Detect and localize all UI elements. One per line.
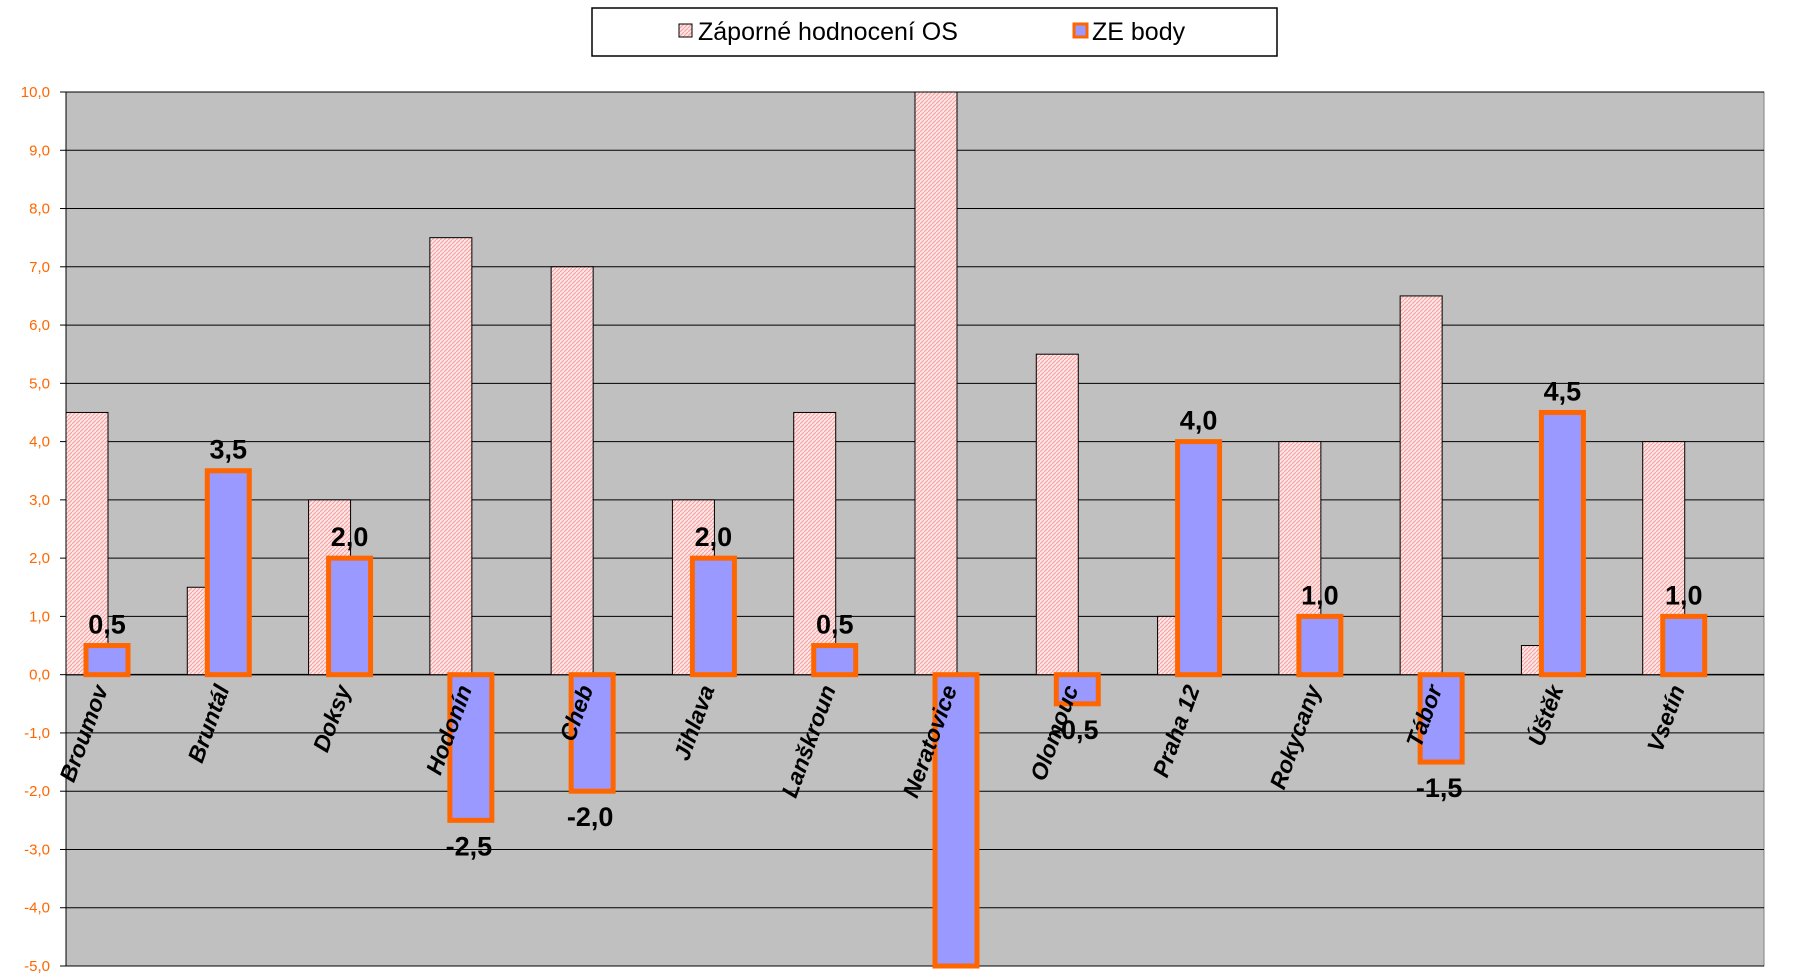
legend-swatch-series-1 [678,23,693,38]
y-tick-label: -4,0 [24,900,50,917]
bar-zaporne-hodnoceni [1399,295,1443,676]
bar-ze-body [447,672,495,823]
legend-label-series-1: Záporné hodnocení OS [698,18,958,46]
bar-ze-body [1538,409,1586,678]
bar-zaporne-hodnoceni [550,266,594,676]
y-tick-label: 10,0 [21,84,50,101]
bar-ze-body [1175,439,1223,678]
y-tick-label: 5,0 [29,375,50,392]
bar-zaporne-hodnoceni [1035,353,1079,676]
y-tick-label: -3,0 [24,841,50,858]
bar-zaporne-hodnoceni [914,91,958,676]
data-labels: 0,53,52,0-2,5-2,02,00,5-5,0-0,54,01,0-1,… [88,376,1703,861]
legend: Záporné hodnocení OS ZE body [591,7,1278,57]
data-label: 0,5 [816,610,854,640]
legend-label-series-2: ZE body [1092,18,1186,46]
data-label: 2,0 [695,522,733,552]
bar-ze-body [326,555,374,678]
bar-zaporne-hodnoceni [793,411,837,676]
y-tick-label: 6,0 [29,317,50,334]
data-label: 3,5 [210,435,248,465]
bar-ze-body [1660,613,1708,678]
y-tick-label: 1,0 [29,608,50,625]
bar-ze-body [1417,672,1465,765]
bar-ze-body [689,555,737,678]
y-tick-label: -1,0 [24,725,50,742]
data-label: 0,5 [88,610,126,640]
bar-ze-body [1296,613,1344,678]
data-label: -1,5 [1416,773,1463,803]
bar-ze-body [83,643,131,678]
data-label: 4,0 [1180,406,1218,436]
data-label: 1,0 [1301,580,1339,610]
legend-swatch-series-2 [1072,22,1089,39]
bar-zaporne-hodnoceni [65,411,109,676]
data-label: 1,0 [1665,580,1703,610]
data-label: -0,5 [1052,715,1099,745]
bar-zaporne-hodnoceni [429,237,473,676]
legend-box [591,7,1278,57]
bar-ze-body [932,672,980,969]
y-tick-label: 3,0 [29,492,50,509]
bar-ze-body [811,643,859,678]
data-label: 4,5 [1544,376,1582,406]
y-tick-label: 4,0 [29,434,50,451]
y-tick-label: 2,0 [29,550,50,567]
y-tick-label: -2,0 [24,783,50,800]
data-label: -2,5 [446,831,493,861]
data-label: -2,0 [567,802,614,832]
y-tick-label: 0,0 [29,667,50,684]
y-tick-label: 9,0 [29,142,50,159]
y-tick-label: 8,0 [29,201,50,218]
bars [65,91,1708,969]
y-tick-label: -5,0 [24,958,50,973]
data-label: 2,0 [331,522,369,552]
y-tick-label: 7,0 [29,259,50,276]
bar-ze-body [204,468,252,678]
bar-ze-body [568,672,616,794]
bar-ze-body [1053,672,1101,707]
